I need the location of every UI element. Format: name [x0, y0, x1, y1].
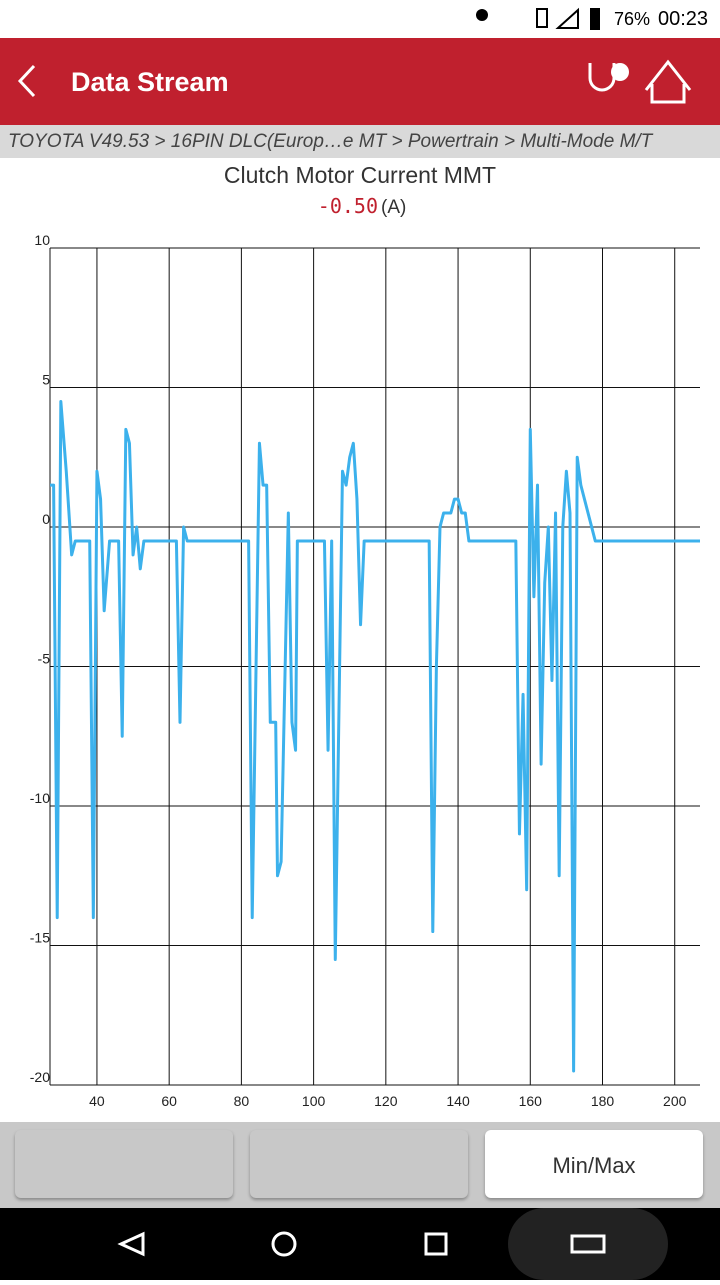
app-header: Data Stream	[0, 38, 720, 125]
y-tick-label: 5	[42, 372, 50, 388]
header-title: Data Stream	[71, 67, 229, 97]
breadcrumb: TOYOTA V49.53 > 16PIN DLC(Europ…e MT > P…	[0, 125, 720, 158]
home-button[interactable]	[644, 59, 692, 104]
battery-level: 76%	[614, 9, 651, 29]
nav-recent[interactable]	[424, 1232, 448, 1256]
data-line	[50, 399, 700, 1073]
y-tick-label: -5	[38, 651, 51, 667]
x-tick-label: 60	[161, 1093, 177, 1109]
y-tick-label: -10	[30, 790, 50, 806]
x-tick-label: 180	[591, 1093, 615, 1109]
x-tick-label: 160	[519, 1093, 543, 1109]
status-icons	[476, 7, 600, 30]
x-tick-label: 100	[302, 1093, 326, 1109]
button-bar: Min/Max	[0, 1122, 720, 1208]
unit: (A)	[381, 197, 406, 218]
nav-icons	[117, 1208, 668, 1280]
clock: 00:23	[658, 8, 709, 30]
status-bar: 76% 00:23	[0, 0, 720, 38]
x-tick-label: 120	[374, 1093, 398, 1109]
x-tick-label: 40	[89, 1093, 105, 1109]
nav-home[interactable]	[271, 1231, 297, 1257]
min-max-button[interactable]: Min/Max	[485, 1130, 703, 1198]
back-button[interactable]	[17, 64, 36, 98]
blank-button[interactable]	[250, 1130, 468, 1198]
y-tick-label: -15	[30, 930, 50, 946]
nav-bar	[0, 1208, 720, 1280]
y-tick-label: 0	[42, 511, 50, 527]
chart: Clutch Motor Current MMT -0.50 (A) -20 -1…	[30, 162, 700, 1109]
chart-title: Clutch Motor Current MMT	[224, 162, 496, 188]
current-reading: -0.50	[318, 194, 378, 218]
screen-capture[interactable]	[508, 1208, 668, 1280]
x-tick-label: 200	[663, 1093, 687, 1109]
diagnose-button[interactable]	[588, 63, 616, 92]
nav-back[interactable]	[117, 1231, 145, 1257]
y-tick-label: -20	[30, 1069, 50, 1085]
blank-button[interactable]	[15, 1130, 233, 1198]
header-icons	[17, 59, 692, 104]
x-tick-label: 140	[446, 1093, 470, 1109]
x-tick-label: 80	[234, 1093, 250, 1109]
y-tick-label: 10	[34, 232, 50, 248]
